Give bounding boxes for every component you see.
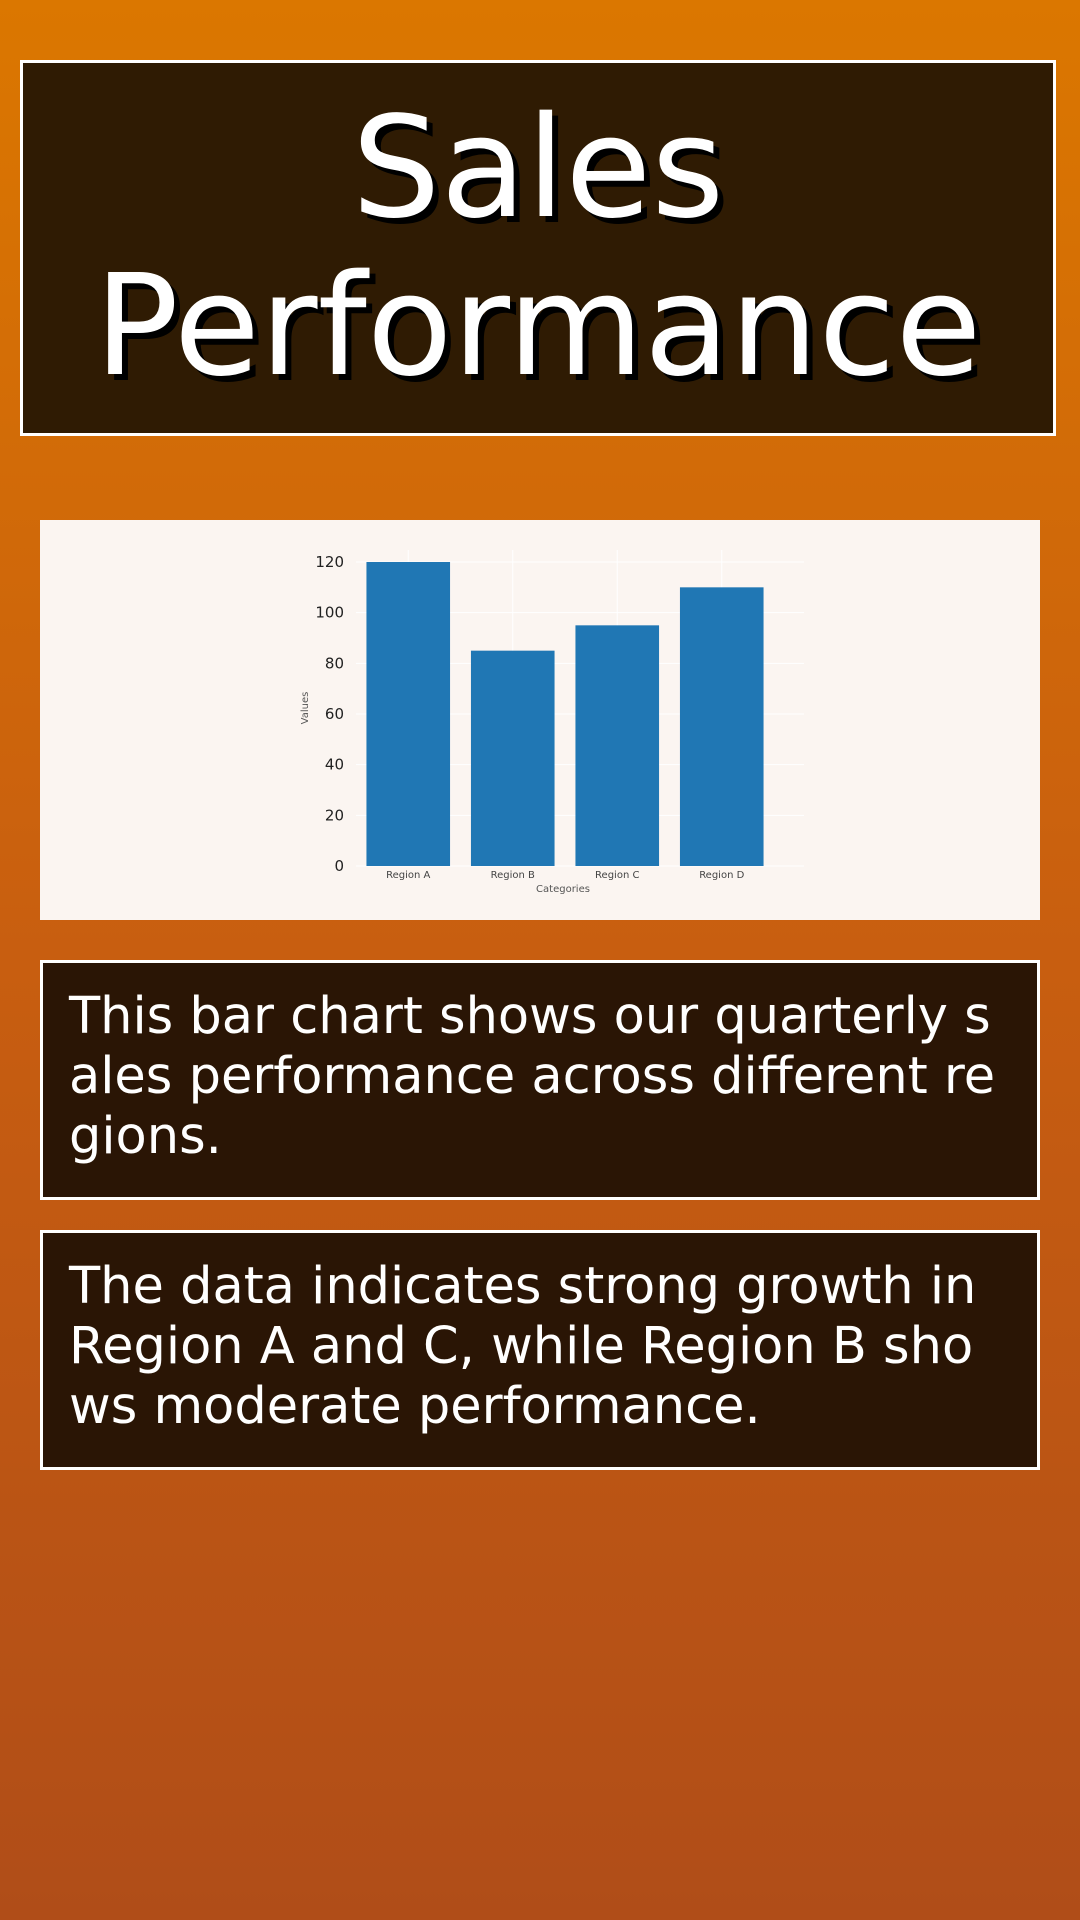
x-tick-label: Region B [491,870,535,881]
x-axis-ticks: Region A Region B Region C Region D [386,870,744,881]
chart-panel: 0 20 40 60 80 100 120 Region A Region B Region C… [40,520,1040,920]
bar-chart: 0 20 40 60 80 100 120 Region A Region B Region C… [300,550,804,895]
x-axis-label: Categories [536,884,590,895]
title-banner: Sales Performance [20,60,1056,436]
y-tick-label: 80 [325,654,344,672]
y-axis-ticks: 0 20 40 60 80 100 120 [315,553,344,875]
x-tick-label: Region A [386,870,430,881]
page-title-line-2: Performance [94,245,982,408]
y-tick-label: 0 [334,857,344,875]
description-paragraph-2: The data indicates strong growth in Regi… [40,1230,1040,1470]
x-tick-label: Region D [699,870,744,881]
y-tick-label: 120 [315,553,344,571]
chart-bars [366,562,764,866]
page-title-line-1: Sales [351,87,725,250]
y-tick-label: 60 [325,705,344,723]
y-tick-label: 20 [325,806,344,824]
description-paragraph-1: This bar chart shows our quarterly sales… [40,960,1040,1200]
y-axis-label: Values [300,692,311,725]
bar-region-a [366,562,451,866]
bar-region-d [679,587,764,866]
bar-region-b [470,650,555,866]
x-tick-label: Region C [595,870,639,881]
y-tick-label: 100 [315,604,344,622]
y-tick-label: 40 [325,756,344,774]
bar-region-c [575,625,660,866]
